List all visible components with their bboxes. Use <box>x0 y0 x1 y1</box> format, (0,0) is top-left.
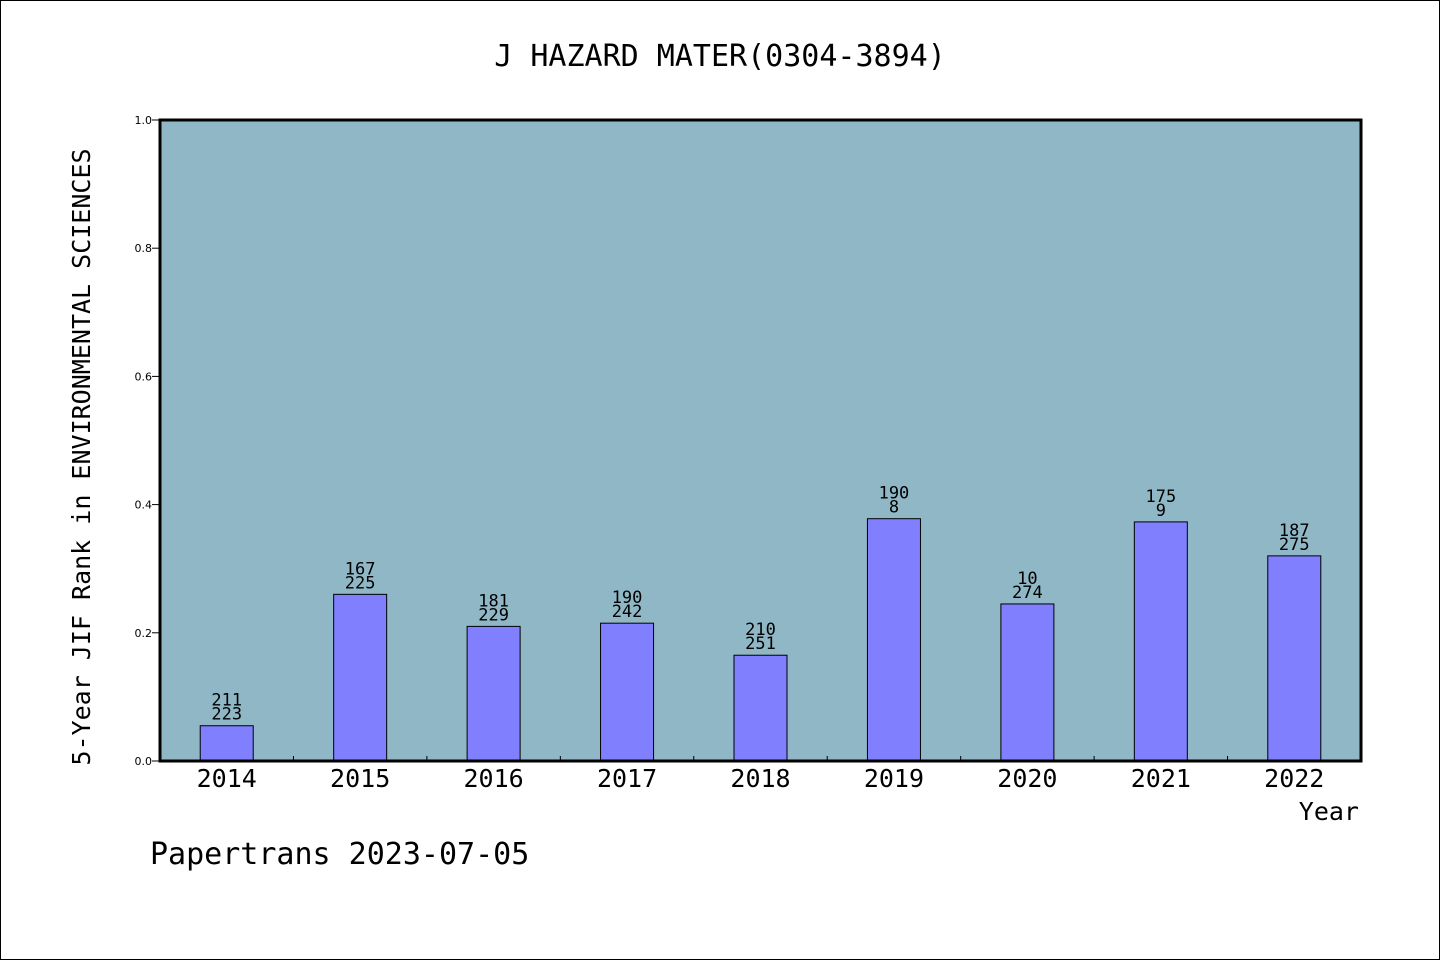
y-axis: 0.0 0.2 0.4 0.6 0.8 1.0 <box>135 114 160 768</box>
plot-border <box>158 118 1363 763</box>
bar-label-bottom: 229 <box>478 605 509 625</box>
y-axis-label: 5-Year JIF Rank in ENVIRONMENTAL SCIENCE… <box>67 148 96 765</box>
bar-label-top: 187 <box>1279 521 1310 541</box>
bar-series <box>199 518 1322 762</box>
x-axis: 2014 2015 2016 2017 2018 2019 2020 2021 2022 <box>197 756 1324 793</box>
bar-2019 <box>866 518 921 762</box>
bar-label-bottom: 242 <box>612 602 643 622</box>
bar-label-top: 10 <box>1017 569 1037 589</box>
bar-2022 <box>1267 555 1322 762</box>
x-tick-label: 2022 <box>1264 764 1324 793</box>
y-tick-label: 0.8 <box>135 242 153 255</box>
bar-2020 <box>1000 603 1055 762</box>
bar-2017 <box>600 622 655 762</box>
bar-label-bottom: 275 <box>1279 535 1310 555</box>
y-tick-label: 0.4 <box>135 499 153 512</box>
bar-label-bottom: 223 <box>211 705 242 725</box>
bar-label-bottom: 9 <box>1156 501 1166 521</box>
x-tick-label: 2021 <box>1131 764 1191 793</box>
bar-2014 <box>199 725 254 762</box>
bar-label-top: 211 <box>211 691 242 711</box>
chart-title: J HAZARD MATER(0304-3894) <box>494 39 946 74</box>
y-tick-label: 1.0 <box>135 114 153 127</box>
bar-2016 <box>466 625 521 762</box>
x-axis-label: Year <box>1299 797 1359 826</box>
x-tick-label: 2017 <box>597 764 657 793</box>
credit-text: Papertrans 2023-07-05 <box>150 837 529 872</box>
bar-label-bottom: 225 <box>345 573 376 593</box>
y-tick-label: 0.0 <box>135 755 153 768</box>
bar-label-top: 190 <box>612 588 643 608</box>
x-tick-label: 2015 <box>330 764 390 793</box>
bar-label-top: 181 <box>478 591 509 611</box>
x-tick-label: 2019 <box>864 764 924 793</box>
bar-label-bottom: 274 <box>1012 583 1043 603</box>
bar-label-top: 175 <box>1145 487 1176 507</box>
y-tick-label: 0.2 <box>135 627 153 640</box>
bar-2021 <box>1133 521 1188 762</box>
bar-2015 <box>333 593 388 762</box>
bar-label-bottom: 8 <box>889 498 899 518</box>
bar-label-top: 190 <box>879 484 910 504</box>
x-tick-label: 2020 <box>997 764 1057 793</box>
bar-data-labels: 2112231672251812291902422102511908102741… <box>211 484 1309 725</box>
x-tick-label: 2018 <box>730 764 790 793</box>
bar-2018 <box>733 654 788 762</box>
bar-label-top: 210 <box>745 620 776 640</box>
x-tick-label: 2016 <box>464 764 524 793</box>
bar-label-top: 167 <box>345 559 376 579</box>
bar-label-bottom: 251 <box>745 634 776 654</box>
x-tick-label: 2014 <box>197 764 257 793</box>
y-tick-label: 0.6 <box>135 370 153 383</box>
